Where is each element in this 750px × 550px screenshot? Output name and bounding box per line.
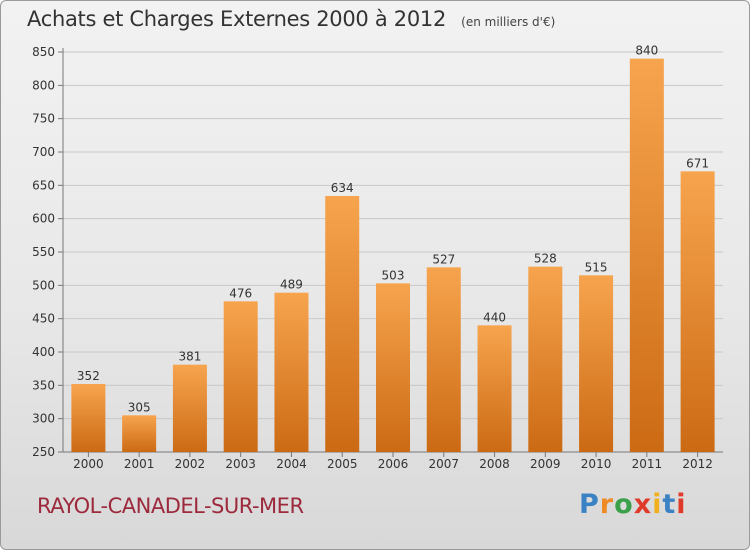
y-tick-label: 500 bbox=[32, 278, 55, 292]
bar bbox=[477, 325, 512, 452]
data-label: 305 bbox=[128, 400, 151, 414]
bars bbox=[71, 58, 715, 453]
data-label: 381 bbox=[178, 350, 201, 364]
bar bbox=[122, 415, 157, 452]
bar bbox=[426, 267, 461, 452]
x-tick-label: 2002 bbox=[175, 457, 206, 471]
chart-header: Achats et Charges Externes 2000 à 2012 (… bbox=[27, 7, 555, 31]
chart-title: Achats et Charges Externes 2000 à 2012 bbox=[27, 7, 447, 31]
bar bbox=[71, 384, 106, 452]
x-tick-label: 2007 bbox=[428, 457, 459, 471]
data-label: 489 bbox=[280, 278, 303, 292]
logo-letter: r bbox=[599, 489, 615, 520]
y-tick-label: 450 bbox=[32, 312, 55, 326]
data-label: 528 bbox=[534, 252, 557, 266]
bar bbox=[680, 171, 715, 453]
bar bbox=[223, 301, 258, 452]
logo-letter: x bbox=[633, 489, 653, 520]
chart-unit: (en milliers d'€) bbox=[461, 15, 556, 29]
y-tick-label: 850 bbox=[32, 45, 55, 59]
bar bbox=[274, 292, 309, 452]
logo-letter: t bbox=[662, 489, 677, 520]
logo-letter: i bbox=[676, 489, 687, 520]
x-tick-label: 2006 bbox=[378, 457, 409, 471]
x-tick-label: 2001 bbox=[124, 457, 155, 471]
proxiti-logo: Proxiti bbox=[579, 489, 687, 520]
y-tick-label: 700 bbox=[32, 145, 55, 159]
y-tick-label: 550 bbox=[32, 245, 55, 259]
bar bbox=[172, 364, 207, 452]
x-tick-label: 2010 bbox=[581, 457, 612, 471]
bar bbox=[325, 196, 360, 452]
x-tick-label: 2008 bbox=[479, 457, 510, 471]
data-label: 352 bbox=[77, 369, 100, 383]
data-label: 634 bbox=[331, 181, 354, 195]
data-label: 440 bbox=[483, 310, 506, 324]
logo-letter: o bbox=[614, 489, 634, 520]
y-tick-label: 350 bbox=[32, 378, 55, 392]
x-tick-label: 2000 bbox=[73, 457, 104, 471]
y-tick-label: 600 bbox=[32, 212, 55, 226]
y-tick-label: 750 bbox=[32, 112, 55, 126]
bar-chart: 250300350400450500550600650700750800850 … bbox=[32, 44, 723, 471]
y-tick-labels: 250 300 350 400 450 500 550 600 650 700 750 800 850 bbox=[32, 45, 55, 459]
x-tick-label: 2003 bbox=[225, 457, 256, 471]
bar bbox=[579, 275, 614, 452]
bar bbox=[629, 58, 664, 453]
x-tick-label: 2012 bbox=[682, 457, 713, 471]
data-label: 515 bbox=[585, 260, 608, 274]
place-name: RAYOL-CANADEL-SUR-MER bbox=[37, 494, 304, 518]
y-tick-label: 300 bbox=[32, 412, 55, 426]
x-tick-label: 2004 bbox=[276, 457, 307, 471]
x-tick-label: 2011 bbox=[632, 457, 663, 471]
y-tick-label: 650 bbox=[32, 178, 55, 192]
data-label: 503 bbox=[382, 268, 405, 282]
bar bbox=[376, 283, 410, 452]
data-label: 840 bbox=[635, 44, 658, 58]
bar bbox=[528, 266, 563, 452]
data-labels: 352 305 381 476 489 634 503 527 440 528 515 840 671 bbox=[77, 44, 709, 415]
x-tick-label: 2009 bbox=[530, 457, 561, 471]
logo-letter: P bbox=[579, 489, 600, 520]
x-tick-labels: 2000 2001 2002 2003 2004 2005 2006 2007 2008 2009… bbox=[73, 457, 713, 471]
logo-letter: i bbox=[652, 489, 663, 520]
y-tick-label: 250 bbox=[32, 445, 55, 459]
data-label: 476 bbox=[229, 286, 252, 300]
x-tick-label: 2005 bbox=[327, 457, 358, 471]
data-label: 671 bbox=[686, 156, 709, 170]
y-tick-label: 800 bbox=[32, 78, 55, 92]
y-tick-label: 400 bbox=[32, 345, 55, 359]
data-label: 527 bbox=[432, 252, 455, 266]
